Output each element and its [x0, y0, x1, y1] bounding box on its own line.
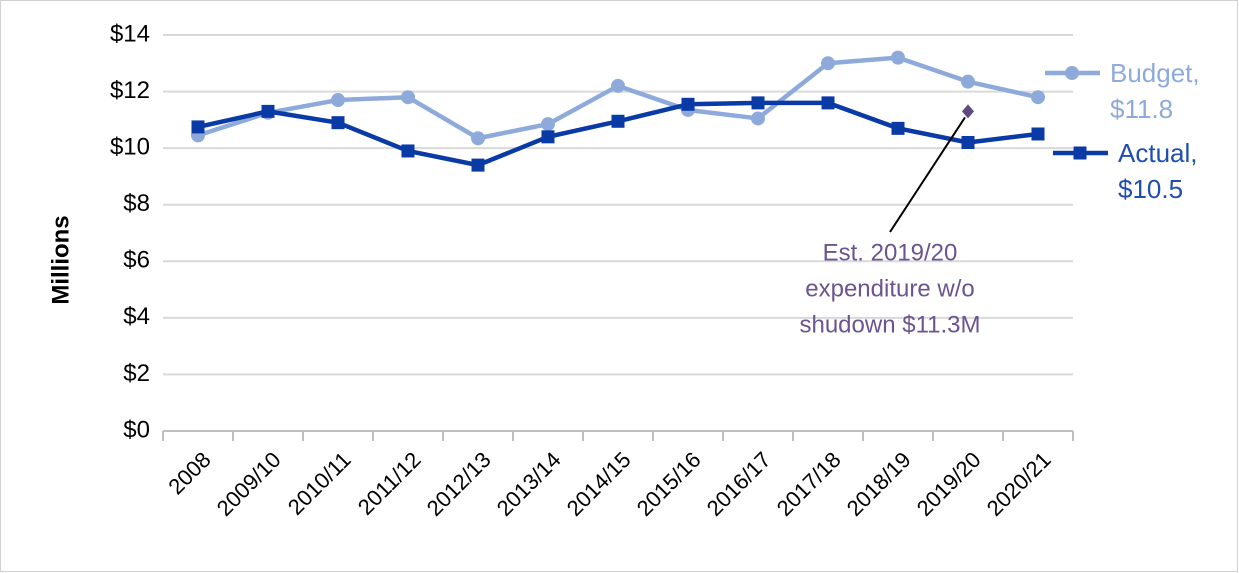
- x-tick-label: 2018/19: [842, 447, 916, 521]
- data-point: [751, 96, 765, 110]
- data-point: [961, 135, 975, 149]
- x-tick-label: 2010/11: [283, 447, 356, 520]
- annotation-arrow: [889, 116, 966, 233]
- y-tick-label: $0: [123, 416, 150, 443]
- x-tick-label: 2020/21: [982, 447, 1056, 521]
- annotation-text: shudown $11.3M: [799, 311, 980, 338]
- data-point: [401, 144, 415, 158]
- data-point: [821, 56, 835, 71]
- data-point: [331, 116, 345, 130]
- x-tick-label: 2015/16: [632, 447, 706, 521]
- data-point: [961, 74, 975, 89]
- data-point: [891, 50, 905, 65]
- series-line: [197, 100, 1039, 168]
- x-tick-label: 2016/17: [702, 447, 776, 521]
- x-tick-label: 2008: [163, 447, 215, 499]
- data-point: [191, 120, 205, 134]
- annotation-text: expenditure w/o: [805, 275, 974, 302]
- y-tick-label: $12: [110, 77, 150, 104]
- data-point: [821, 96, 835, 110]
- end-value-label: $10.5: [1118, 174, 1183, 204]
- data-point: [611, 114, 625, 128]
- y-tick-label: $4: [123, 303, 150, 330]
- y-tick-label: $8: [123, 190, 150, 217]
- end-value-label: $11.8: [1110, 94, 1173, 124]
- y-tick-label: $2: [123, 360, 150, 387]
- data-point: [541, 117, 555, 132]
- annotation-point: [962, 104, 974, 119]
- x-tick-label: 2012/13: [422, 447, 496, 521]
- legend-label: Budget,: [1110, 58, 1200, 88]
- data-point: [751, 111, 765, 126]
- x-tick-label: 2013/14: [492, 447, 566, 521]
- legend-marker: [1073, 146, 1087, 160]
- y-tick-label: $10: [110, 133, 150, 160]
- x-tick-label: 2011/12: [353, 447, 426, 520]
- data-point: [471, 131, 485, 146]
- y-tick-label: $6: [123, 247, 150, 274]
- x-tick-label: 2017/18: [772, 447, 846, 521]
- y-tick-label: $14: [110, 20, 150, 47]
- data-point: [681, 97, 695, 111]
- data-point: [611, 78, 625, 93]
- annotation-text: Est. 2019/20: [823, 239, 958, 266]
- x-tick-label: 2014/15: [562, 447, 636, 521]
- x-tick-label: 2019/20: [912, 447, 986, 521]
- data-point: [261, 104, 275, 118]
- data-point: [471, 158, 485, 172]
- y-axis-label: Millions: [47, 215, 74, 304]
- data-point: [1031, 127, 1045, 141]
- data-point: [331, 93, 345, 108]
- data-point: [541, 130, 555, 144]
- legend-marker: [1065, 66, 1079, 80]
- data-point: [1031, 90, 1045, 105]
- data-point: [401, 90, 415, 105]
- x-tick-label: 2009/10: [212, 447, 286, 521]
- legend-label: Actual,: [1118, 138, 1198, 168]
- data-point: [891, 121, 905, 135]
